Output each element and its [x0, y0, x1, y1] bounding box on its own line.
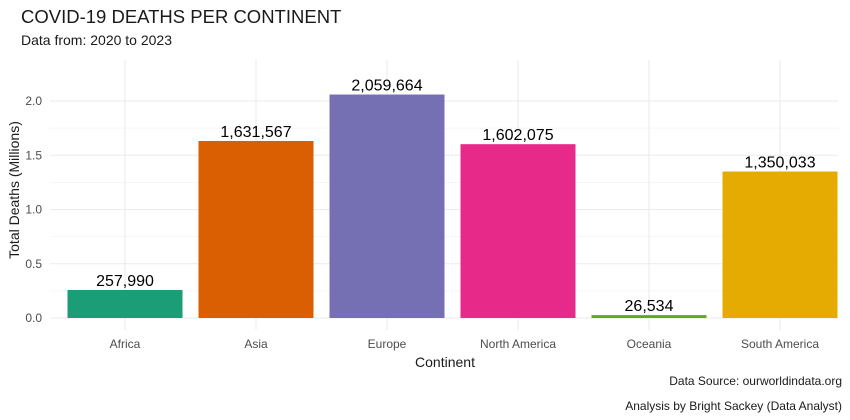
bar-africa	[67, 290, 183, 318]
y-tick-label: 2.0	[25, 94, 42, 108]
bar-south-america	[722, 171, 838, 318]
y-tick-label: 0.5	[25, 257, 42, 271]
x-tick-label: Europe	[368, 337, 407, 351]
chart-title: COVID-19 DEATHS PER CONTINENT	[21, 6, 342, 27]
data-label: 1,602,075	[482, 127, 553, 144]
bar-europe	[329, 94, 445, 318]
bar-oceania	[591, 315, 707, 318]
bar-asia	[198, 140, 314, 318]
chart-subtitle: Data from: 2020 to 2023	[21, 32, 172, 48]
x-tick-label: North America	[480, 337, 556, 351]
x-tick-label: Asia	[244, 337, 268, 351]
x-axis-title: Continent	[415, 354, 475, 370]
y-axis-ticks: 0.0 0.5 1.0 1.5 2.0	[25, 94, 42, 325]
bar-north-america	[460, 144, 576, 318]
x-tick-label: Oceania	[627, 337, 672, 351]
data-label: 1,631,567	[220, 124, 291, 141]
data-label: 26,534	[625, 298, 674, 315]
data-source-caption: Data Source: ourworldindata.org	[669, 374, 842, 388]
bars	[67, 94, 838, 318]
y-tick-label: 1.5	[25, 148, 42, 162]
analysis-credit-caption: Analysis by Bright Sackey (Data Analyst)	[625, 399, 842, 413]
data-label: 1,350,033	[744, 155, 815, 172]
data-label: 257,990	[96, 273, 154, 290]
x-tick-label: South America	[741, 337, 819, 351]
x-axis-ticks: Africa Asia Europe North America Oceania Sout…	[110, 337, 820, 351]
y-axis-title: Total Deaths (Millions)	[6, 121, 22, 259]
y-tick-label: 0.0	[25, 311, 42, 325]
y-tick-label: 1.0	[25, 203, 42, 217]
data-labels: 257,990 1,631,567 2,059,664 1,602,075 26,534…	[96, 78, 816, 316]
data-label: 2,059,664	[351, 78, 422, 95]
x-tick-label: Africa	[110, 337, 141, 351]
